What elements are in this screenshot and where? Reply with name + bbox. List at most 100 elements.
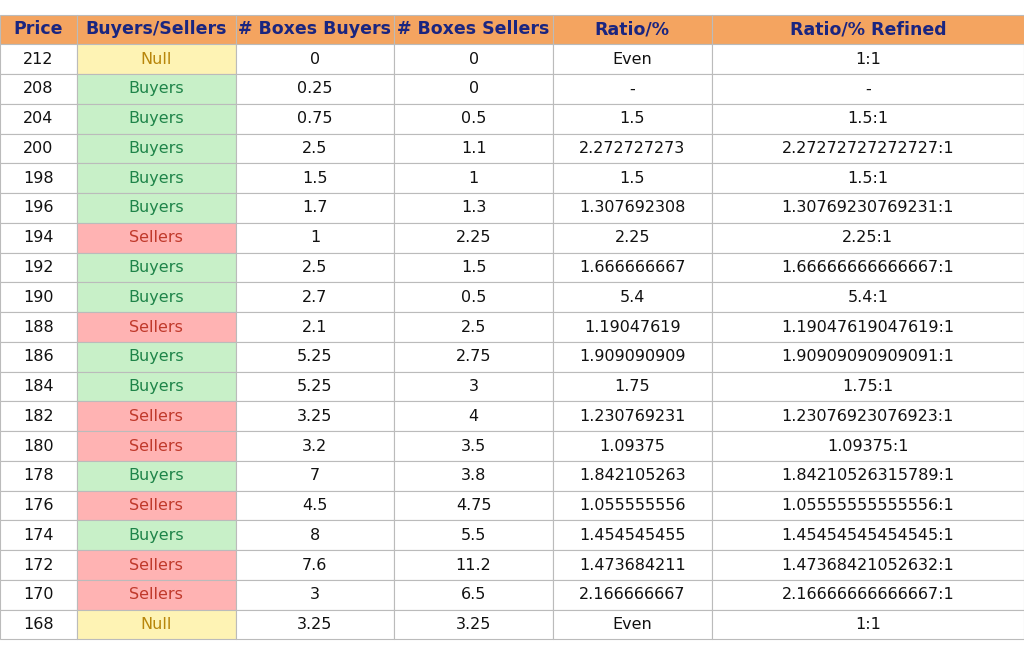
Bar — [394, 371, 553, 402]
Text: Null: Null — [140, 617, 172, 632]
Bar — [712, 133, 1024, 164]
Text: 2.5: 2.5 — [302, 141, 328, 156]
Text: 1.909090909: 1.909090909 — [579, 349, 686, 364]
Text: 3.25: 3.25 — [456, 617, 492, 632]
Bar — [236, 223, 394, 252]
Text: 1.5:1: 1.5:1 — [847, 171, 889, 186]
Text: Sellers: Sellers — [129, 230, 183, 245]
Text: 2.27272727272727:1: 2.27272727272727:1 — [781, 141, 954, 156]
Text: -: - — [865, 82, 870, 96]
Bar — [394, 193, 553, 223]
Text: 178: 178 — [24, 468, 53, 483]
Text: 176: 176 — [24, 498, 53, 513]
Bar — [77, 580, 236, 610]
Bar — [77, 461, 236, 490]
Text: Buyers: Buyers — [128, 201, 184, 215]
Bar — [712, 431, 1024, 461]
Bar — [712, 74, 1024, 104]
Text: Sellers: Sellers — [129, 320, 183, 334]
Text: 204: 204 — [24, 111, 53, 126]
Text: 2.25: 2.25 — [456, 230, 492, 245]
Bar — [236, 104, 394, 133]
Bar — [77, 371, 236, 402]
Text: 3.25: 3.25 — [297, 617, 333, 632]
Text: 188: 188 — [23, 320, 54, 334]
Text: 1.307692308: 1.307692308 — [580, 201, 685, 215]
Text: 0.25: 0.25 — [297, 82, 333, 96]
Bar — [77, 252, 236, 283]
Text: Price: Price — [13, 20, 63, 39]
Bar — [394, 283, 553, 312]
Bar — [236, 44, 394, 74]
Bar — [712, 490, 1024, 521]
Text: Sellers: Sellers — [129, 439, 183, 453]
Bar — [77, 14, 236, 44]
Text: 1.30769230769231:1: 1.30769230769231:1 — [781, 201, 954, 215]
Text: 1.66666666666667:1: 1.66666666666667:1 — [781, 260, 954, 275]
Bar — [77, 133, 236, 164]
Bar — [77, 402, 236, 431]
Bar — [236, 193, 394, 223]
Bar — [0, 133, 77, 164]
Bar — [236, 490, 394, 521]
Bar — [0, 521, 77, 550]
Text: Buyers: Buyers — [128, 260, 184, 275]
Text: 3: 3 — [310, 587, 319, 602]
Bar — [77, 550, 236, 580]
Text: Buyers: Buyers — [128, 171, 184, 186]
Text: 1: 1 — [309, 230, 321, 245]
Text: 3: 3 — [469, 379, 478, 394]
Bar — [0, 580, 77, 610]
Bar — [712, 104, 1024, 133]
Bar — [236, 580, 394, 610]
Bar — [394, 252, 553, 283]
Text: 0.5: 0.5 — [461, 111, 486, 126]
Bar — [0, 550, 77, 580]
Text: # Boxes Sellers: # Boxes Sellers — [397, 20, 550, 39]
Bar — [236, 312, 394, 342]
Bar — [236, 371, 394, 402]
Text: 2.272727273: 2.272727273 — [580, 141, 685, 156]
Text: 1.666666667: 1.666666667 — [579, 260, 686, 275]
Bar — [236, 252, 394, 283]
Text: 5.25: 5.25 — [297, 379, 333, 394]
Bar — [236, 610, 394, 640]
Bar — [712, 461, 1024, 490]
Text: 1.19047619: 1.19047619 — [584, 320, 681, 334]
Text: Buyers: Buyers — [128, 111, 184, 126]
Text: Buyers: Buyers — [128, 379, 184, 394]
Bar — [553, 610, 712, 640]
Text: 1.75:1: 1.75:1 — [842, 379, 894, 394]
Text: Buyers: Buyers — [128, 141, 184, 156]
Text: 194: 194 — [24, 230, 53, 245]
Text: 1.7: 1.7 — [302, 201, 328, 215]
Bar — [0, 193, 77, 223]
Bar — [0, 14, 77, 44]
Bar — [553, 223, 712, 252]
Text: 208: 208 — [24, 82, 53, 96]
Bar — [394, 580, 553, 610]
Text: 3.25: 3.25 — [297, 409, 333, 424]
Bar — [77, 44, 236, 74]
Bar — [712, 252, 1024, 283]
Bar — [77, 431, 236, 461]
Bar — [712, 610, 1024, 640]
Bar — [394, 44, 553, 74]
Text: 1.75: 1.75 — [614, 379, 650, 394]
Bar — [712, 164, 1024, 193]
Text: 1: 1 — [468, 171, 479, 186]
Bar — [553, 580, 712, 610]
Text: 196: 196 — [24, 201, 53, 215]
Bar — [553, 431, 712, 461]
Bar — [712, 223, 1024, 252]
Text: 5.4: 5.4 — [620, 290, 645, 305]
Text: 2.7: 2.7 — [302, 290, 328, 305]
Bar — [77, 223, 236, 252]
Bar — [236, 283, 394, 312]
Text: 0: 0 — [469, 52, 478, 67]
Bar — [553, 402, 712, 431]
Bar — [712, 44, 1024, 74]
Bar — [553, 371, 712, 402]
Bar — [394, 521, 553, 550]
Bar — [236, 164, 394, 193]
